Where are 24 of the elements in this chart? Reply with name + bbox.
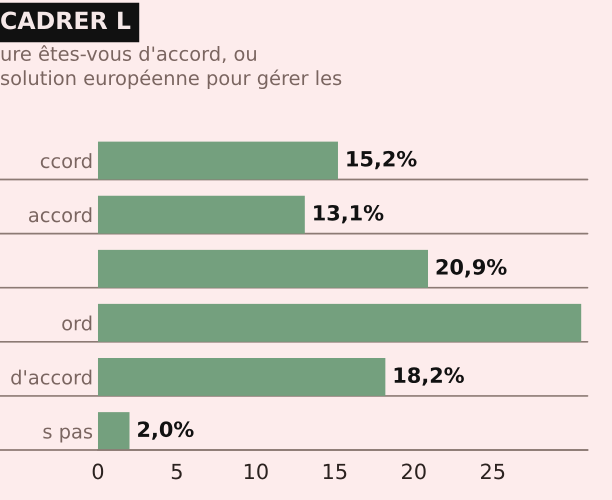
bar <box>98 412 130 450</box>
bar <box>98 142 338 180</box>
y-tick-label: ord <box>62 315 92 331</box>
bar <box>98 250 428 288</box>
x-tick-label: 25 <box>481 464 504 480</box>
data-label: 15,2% <box>347 150 417 170</box>
y-tick-label: s pas <box>43 428 92 442</box>
x-tick-label: 0 <box>92 464 104 480</box>
data-label: 2,0% <box>138 421 194 440</box>
y-tick-label: ccord <box>40 153 92 168</box>
y-tick-label: accord <box>29 207 92 222</box>
x-tick-label: 15 <box>324 464 346 480</box>
data-label: 20,9% <box>436 259 507 278</box>
data-label: 18,2% <box>394 367 464 386</box>
bar <box>98 196 305 234</box>
bar <box>98 304 582 342</box>
x-tick-label: 5 <box>172 464 182 480</box>
chart-title: CADRER L <box>1 11 130 30</box>
x-tick-label: 20 <box>402 464 426 480</box>
bar <box>98 358 386 396</box>
data-label: 13,1% <box>314 204 384 224</box>
chart-subtitle: ure êtes-vous d'accord, ou solution européenne pour gérer les <box>1 45 342 90</box>
x-tick-label: 10 <box>244 464 268 480</box>
y-tick-label: d'accord <box>11 370 92 385</box>
